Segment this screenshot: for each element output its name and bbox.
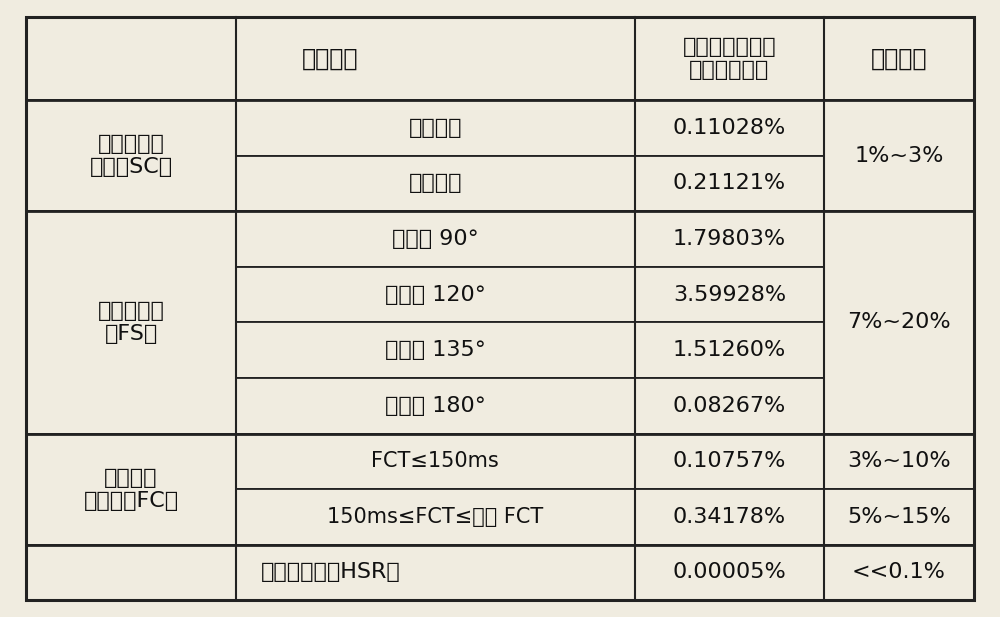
Text: 150ms≤FCT≤临界 FCT: 150ms≤FCT≤临界 FCT bbox=[327, 507, 543, 527]
Bar bbox=[236, 267, 635, 323]
Text: 5%~15%: 5%~15% bbox=[847, 507, 951, 527]
Bar bbox=[26, 211, 236, 434]
Text: 相角差 120°: 相角差 120° bbox=[385, 284, 486, 305]
Text: 3%~10%: 3%~10% bbox=[847, 451, 951, 471]
Bar bbox=[236, 489, 635, 545]
Bar bbox=[824, 100, 974, 211]
Text: 0.21121%: 0.21121% bbox=[673, 173, 786, 194]
Bar bbox=[236, 100, 635, 155]
Bar bbox=[236, 323, 635, 378]
Text: 0.11028%: 0.11028% bbox=[673, 118, 786, 138]
Text: 3.59928%: 3.59928% bbox=[673, 284, 786, 305]
Bar bbox=[26, 545, 635, 600]
Text: 相角差 135°: 相角差 135° bbox=[385, 340, 486, 360]
Text: 1%~3%: 1%~3% bbox=[854, 146, 944, 166]
Text: 0.00005%: 0.00005% bbox=[672, 563, 786, 582]
Bar bbox=[635, 100, 824, 155]
Bar bbox=[635, 267, 824, 323]
Text: 相角差 180°: 相角差 180° bbox=[385, 395, 486, 416]
Bar bbox=[635, 545, 824, 600]
Text: <<0.1%: <<0.1% bbox=[852, 563, 946, 582]
Bar bbox=[236, 378, 635, 434]
Bar bbox=[635, 378, 824, 434]
Text: 近处短路
及清除（FC）: 近处短路 及清除（FC） bbox=[83, 468, 179, 511]
Bar bbox=[236, 155, 635, 211]
Text: 相角差 90°: 相角差 90° bbox=[392, 229, 479, 249]
Text: 两相短路: 两相短路 bbox=[408, 118, 462, 138]
Bar bbox=[236, 434, 635, 489]
Bar bbox=[635, 434, 824, 489]
Text: 误同期合闸
（FS）: 误同期合闸 （FS） bbox=[98, 301, 164, 344]
Bar bbox=[635, 155, 824, 211]
Text: 7%~20%: 7%~20% bbox=[847, 312, 951, 333]
Text: 0.34178%: 0.34178% bbox=[673, 507, 786, 527]
Text: 1.51260%: 1.51260% bbox=[673, 340, 786, 360]
Bar bbox=[635, 17, 824, 100]
Text: 单相重合闸（HSR）: 单相重合闸（HSR） bbox=[261, 563, 400, 582]
Text: 1.79803%: 1.79803% bbox=[673, 229, 786, 249]
Bar bbox=[26, 100, 236, 211]
Bar bbox=[26, 17, 635, 100]
Bar bbox=[824, 545, 974, 600]
Text: 各考核截面最大
疲劳寿命损耗: 各考核截面最大 疲劳寿命损耗 bbox=[683, 37, 776, 80]
Bar bbox=[26, 434, 236, 545]
Bar bbox=[824, 489, 974, 545]
Text: 0.08267%: 0.08267% bbox=[673, 395, 786, 416]
Bar bbox=[824, 17, 974, 100]
Text: FCT≤150ms: FCT≤150ms bbox=[371, 451, 499, 471]
Text: 0.10757%: 0.10757% bbox=[673, 451, 786, 471]
Bar bbox=[635, 323, 824, 378]
Text: 发电机出口
短路（SC）: 发电机出口 短路（SC） bbox=[89, 134, 173, 177]
Bar bbox=[824, 211, 974, 434]
Bar bbox=[236, 211, 635, 267]
Bar bbox=[635, 211, 824, 267]
Bar bbox=[824, 434, 974, 489]
Bar bbox=[635, 489, 824, 545]
Text: 扰动类型: 扰动类型 bbox=[302, 46, 359, 70]
Text: 允许阈値: 允许阈値 bbox=[871, 46, 927, 70]
Text: 三相短路: 三相短路 bbox=[408, 173, 462, 194]
